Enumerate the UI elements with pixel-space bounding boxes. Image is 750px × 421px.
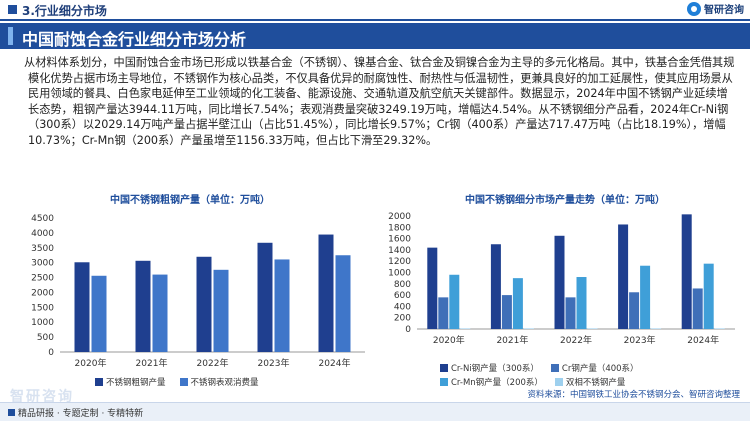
chart1-xtick-label: 2023年 xyxy=(258,357,290,369)
chart2-bar xyxy=(523,328,534,329)
chart2-ytick-label: 1800 xyxy=(388,223,411,233)
top-divider xyxy=(0,19,750,21)
chart1-ytick-label: 2500 xyxy=(31,274,54,284)
chart1-bar xyxy=(196,256,212,352)
chart2-bar xyxy=(438,297,449,329)
chart2-bar xyxy=(501,295,512,329)
chart1-xtick-label: 2024年 xyxy=(319,357,351,369)
title-accent xyxy=(8,27,13,45)
chart1-bar xyxy=(74,262,90,352)
chart2-bar xyxy=(490,244,501,329)
watermark: 智研咨询 xyxy=(10,389,74,405)
chart2-bar xyxy=(554,235,565,329)
brand-logo-text: 智研咨询 xyxy=(704,5,744,16)
legend2-label-3: 双相不锈钢产量 xyxy=(565,378,626,388)
footer-text-wrap: 精品研报 · 专题定制 · 专精特新 xyxy=(8,406,143,419)
chart1-bar xyxy=(335,255,351,352)
chart2-legend-row2: Cr-Mn钢产量（200系） 双相不锈钢产量 xyxy=(440,376,625,388)
chart1-ytick-label: 4500 xyxy=(31,214,54,224)
chart2-bar xyxy=(427,247,438,329)
chart1-bar xyxy=(135,260,151,352)
chart2-ytick-label: 1000 xyxy=(388,269,411,279)
legend2-label-1: Cr钢产量（400系） xyxy=(561,364,639,374)
footer-text: 精品研报 · 专题定制 · 专精特新 xyxy=(18,409,144,419)
chart2-ytick-label: 1400 xyxy=(388,246,411,256)
chart2-xtick-label: 2020年 xyxy=(433,334,465,346)
chart1-bar xyxy=(152,274,168,352)
chart1-ytick-label: 500 xyxy=(37,333,54,343)
chart2-xtick-label: 2024年 xyxy=(687,334,719,346)
body-paragraph: 从材料体系划分，中国耐蚀合金市场已形成以铁基合金（不锈钢）、镍基合金、钛合金及铜… xyxy=(24,56,735,147)
chart2-bar xyxy=(576,277,587,329)
chart1-legend: 不锈钢粗钢产量 不锈钢表观消费量 xyxy=(95,376,259,388)
chart2-bar xyxy=(512,278,523,329)
chart2-ytick-label: 2000 xyxy=(388,212,411,222)
chart1-bar xyxy=(274,259,290,352)
chart2-bar xyxy=(640,265,651,329)
chart2-ytick-label: 1600 xyxy=(388,235,411,245)
legend1-swatch-0 xyxy=(95,378,103,386)
chart1-ytick-label: 1500 xyxy=(31,303,54,313)
chart2-xtick-label: 2022年 xyxy=(560,334,592,346)
section-marker-icon xyxy=(8,5,17,14)
chart2-ytick-label: 0 xyxy=(405,325,411,335)
chart2-ytick-label: 400 xyxy=(394,302,411,312)
chart2-bar xyxy=(714,328,725,329)
chart2-ytick-label: 1200 xyxy=(388,257,411,267)
chart2-bar xyxy=(565,297,576,329)
chart2-ytick-label: 800 xyxy=(394,280,411,290)
chart2-bar xyxy=(692,288,703,329)
brand-logo-icon xyxy=(687,1,701,16)
chart2-bar xyxy=(703,263,714,329)
legend2-swatch-1 xyxy=(550,364,559,372)
chart2-ytick-label: 200 xyxy=(394,314,411,324)
section-title: 3.行业细分市场 xyxy=(22,4,107,18)
chart2-xtick-label: 2021年 xyxy=(496,334,528,346)
brand-logo: 智研咨询 xyxy=(687,1,744,16)
chart1-ytick-label: 1000 xyxy=(31,318,54,328)
legend2-label-0: Cr-Ni钢产量（300系） xyxy=(451,364,539,374)
chart1-ytick-label: 2000 xyxy=(31,288,54,298)
legend1-swatch-1 xyxy=(179,378,188,386)
chart1-xtick-label: 2022年 xyxy=(197,357,229,369)
chart2-ytick-label: 600 xyxy=(394,291,411,301)
chart2-xtick-label: 2023年 xyxy=(624,334,656,346)
chart2-bar xyxy=(681,214,692,329)
chart2-bar xyxy=(460,328,471,329)
chart1-ytick-label: 3000 xyxy=(31,259,54,269)
chart1-plot: 0 500 1000 1500 2000 2500 3000 3500 4000 4500 2020… xyxy=(31,214,365,369)
legend1-label-0: 不锈钢粗钢产量 xyxy=(106,378,166,388)
chart1-xtick-label: 2021年 xyxy=(136,357,168,369)
chart1-ytick-label: 4000 xyxy=(31,229,54,239)
legend2-label-2: Cr-Mn钢产量（200系） xyxy=(451,378,543,388)
legend2-swatch-2 xyxy=(440,378,448,386)
chart1-title: 中国不锈钢粗钢产量（单位：万吨） xyxy=(110,195,270,206)
source-note: 资料来源：中国钢铁工业协会不锈钢分会、智研咨询整理 xyxy=(527,390,740,400)
chart2-bar xyxy=(587,328,598,329)
chart2-legend-row1: Cr-Ni钢产量（300系） Cr钢产量（400系） xyxy=(440,362,639,374)
chart2-bar xyxy=(651,328,662,329)
chart2-title: 中国不锈钢细分市场产量走势（单位：万吨） xyxy=(465,195,665,206)
chart1-xtick-label: 2020年 xyxy=(75,357,107,369)
title-banner: 中国耐蚀合金行业细分市场分析 xyxy=(0,23,750,49)
chart2-bar xyxy=(629,292,640,329)
chart1-bar xyxy=(257,242,273,352)
legend1-label-1: 不锈钢表观消费量 xyxy=(190,378,259,388)
chart2-bar xyxy=(618,224,629,329)
legend2-swatch-3 xyxy=(554,378,563,386)
chart1-bar xyxy=(318,234,334,352)
footer-marker-icon xyxy=(8,409,15,416)
legend2-swatch-0 xyxy=(440,364,448,372)
chart1-ytick-label: 0 xyxy=(48,348,54,358)
chart1-bar xyxy=(91,275,107,352)
chart1-ytick-label: 3500 xyxy=(31,244,54,254)
chart2-bar xyxy=(449,274,460,329)
top-bar: 3.行业细分市场 智研咨询 xyxy=(0,0,750,21)
page-title: 中国耐蚀合金行业细分市场分析 xyxy=(22,30,247,49)
footer-bar: 精品研报 · 专题定制 · 专精特新 xyxy=(0,402,750,421)
chart1-bar xyxy=(213,269,229,352)
